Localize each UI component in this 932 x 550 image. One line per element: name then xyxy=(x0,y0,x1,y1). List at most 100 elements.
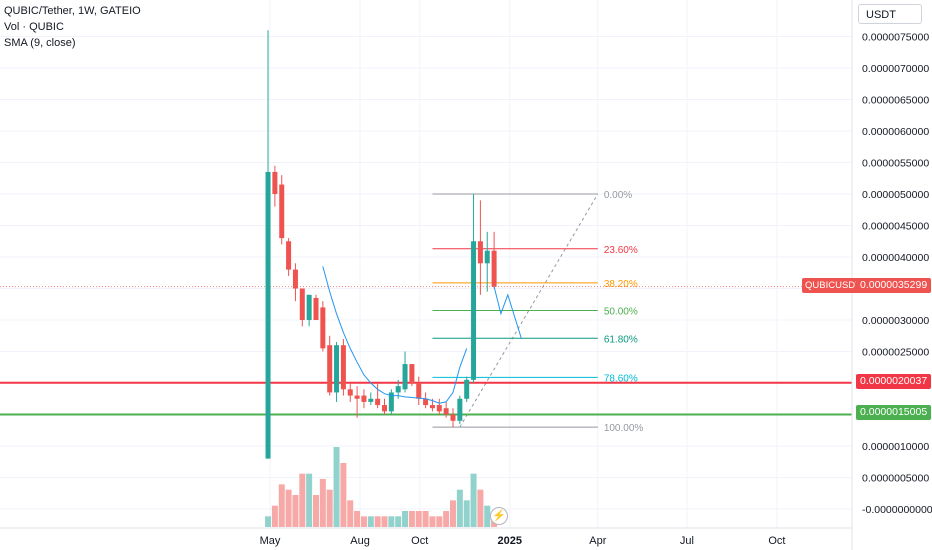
green-line-price-tag: 0.0000015005 xyxy=(856,405,932,420)
fib-level-label: 100.00% xyxy=(604,423,644,434)
x-tick-label: 2025 xyxy=(498,535,522,547)
volume-bar xyxy=(422,511,429,527)
volume-bar xyxy=(429,516,436,527)
sma-polyline xyxy=(322,266,468,404)
volume-bar xyxy=(477,489,484,527)
candle-body xyxy=(484,250,490,264)
fib-level-label: 78.60% xyxy=(604,373,638,384)
last-price-tag: 0.0000035299 xyxy=(856,278,932,293)
candle-body xyxy=(292,269,298,289)
y-tick-label: 0.0000045000 xyxy=(862,221,929,233)
y-tick-label: 0.0000065000 xyxy=(862,95,929,107)
candle-body xyxy=(327,345,333,393)
x-tick-label: Aug xyxy=(350,535,370,547)
fibonacci-retracement: 0.00% 23.60% 38.20% 50.00% 61.80% 78.60% 100.0… xyxy=(432,190,643,434)
candle-body xyxy=(388,392,394,412)
red-line-price-tag: 0.0000020037 xyxy=(856,374,932,389)
volume-bar xyxy=(456,489,463,527)
volume-bar xyxy=(278,484,285,527)
candle-body xyxy=(477,241,483,264)
candle-body xyxy=(272,171,278,194)
candle-body xyxy=(279,184,285,239)
volume-bar xyxy=(319,479,326,527)
candle-body xyxy=(395,386,401,393)
volume-bar xyxy=(367,516,374,527)
volume-bar xyxy=(436,516,443,527)
candle-body xyxy=(409,364,415,383)
x-tick-label: Jul xyxy=(680,535,694,547)
volume-bar xyxy=(271,505,278,527)
candle-body xyxy=(299,288,305,320)
volume-bar xyxy=(306,473,313,527)
chart-grid xyxy=(0,0,852,528)
volume-bar xyxy=(347,500,354,527)
volume-bar xyxy=(395,516,402,527)
candle-body xyxy=(436,405,442,412)
candle-body xyxy=(471,241,477,380)
candle-body xyxy=(450,414,456,421)
y-tick-label: 0.0000030000 xyxy=(862,315,929,327)
volume-bar xyxy=(443,511,450,527)
y-tick-label: 0.0000075000 xyxy=(862,32,929,44)
y-tick-label: 0.0000050000 xyxy=(862,189,929,201)
volume-bar xyxy=(449,500,456,527)
volume-bar xyxy=(292,495,299,527)
y-tick-label: 0.0000040000 xyxy=(862,252,929,264)
volume-bar xyxy=(484,505,491,527)
volume-bars xyxy=(265,447,498,527)
candle-body xyxy=(416,383,422,399)
volume-bar xyxy=(402,511,409,527)
candle-body xyxy=(491,250,497,287)
volume-bar xyxy=(463,500,470,527)
lightning-icon[interactable]: ⚡ xyxy=(490,507,508,525)
volume-bar xyxy=(408,511,415,527)
volume-bar xyxy=(354,511,361,527)
volume-bar xyxy=(265,516,272,527)
volume-bar xyxy=(381,516,388,527)
volume-bar xyxy=(333,447,340,527)
time-axis: May Aug Oct 2025 Apr Jul Oct xyxy=(0,527,852,547)
price-axis: 0.0000075000 0.0000070000 0.0000065000 0.00… xyxy=(851,0,932,550)
fib-level-label: 0.00% xyxy=(604,190,632,201)
legend-sma[interactable]: SMA (9, close) xyxy=(4,37,76,49)
candle-body xyxy=(375,398,381,406)
fib-level-label: 23.60% xyxy=(604,245,638,256)
x-tick-label: Apr xyxy=(589,535,606,547)
volume-bar xyxy=(470,473,477,527)
candle-body xyxy=(340,345,346,390)
candle-body xyxy=(265,171,271,459)
candle-body xyxy=(334,345,340,393)
x-tick-label: Oct xyxy=(411,535,428,547)
candle-body xyxy=(320,307,326,349)
volume-bar xyxy=(340,463,347,527)
legend-volume[interactable]: Vol · QUBIC xyxy=(4,21,64,33)
candle-body xyxy=(286,241,292,270)
volume-bar xyxy=(326,489,333,527)
fib-level-label: 50.00% xyxy=(604,307,638,318)
candle-body xyxy=(429,405,435,409)
volume-bar xyxy=(388,516,395,527)
y-tick-label: 0.0000025000 xyxy=(862,347,929,359)
y-tick-label: 0.0000055000 xyxy=(862,158,929,170)
x-tick-label: May xyxy=(260,535,281,547)
y-tick-label: 0.0000005000 xyxy=(862,473,929,485)
y-tick-label: 0.0000010000 xyxy=(862,441,929,453)
candle-body xyxy=(313,297,319,320)
volume-bar xyxy=(285,489,292,527)
candle-body xyxy=(457,398,463,421)
y-tick-label: 0.0000060000 xyxy=(862,126,929,138)
x-tick-label: Oct xyxy=(768,535,785,547)
currency-selector[interactable]: USDT xyxy=(858,4,922,24)
legend-symbol[interactable]: QUBIC/Tether, 1W, GATEIO xyxy=(4,5,141,17)
candle-body xyxy=(354,395,360,399)
candle-body xyxy=(381,405,387,412)
horizontal-lines xyxy=(0,286,852,416)
volume-bar xyxy=(374,516,381,527)
candle-body xyxy=(402,364,408,390)
candle-body xyxy=(368,398,374,402)
y-tick-label: -0.0000000000 xyxy=(862,504,932,516)
projection-polyline xyxy=(493,286,522,340)
candle-body xyxy=(443,408,449,415)
candle-body xyxy=(423,398,429,406)
